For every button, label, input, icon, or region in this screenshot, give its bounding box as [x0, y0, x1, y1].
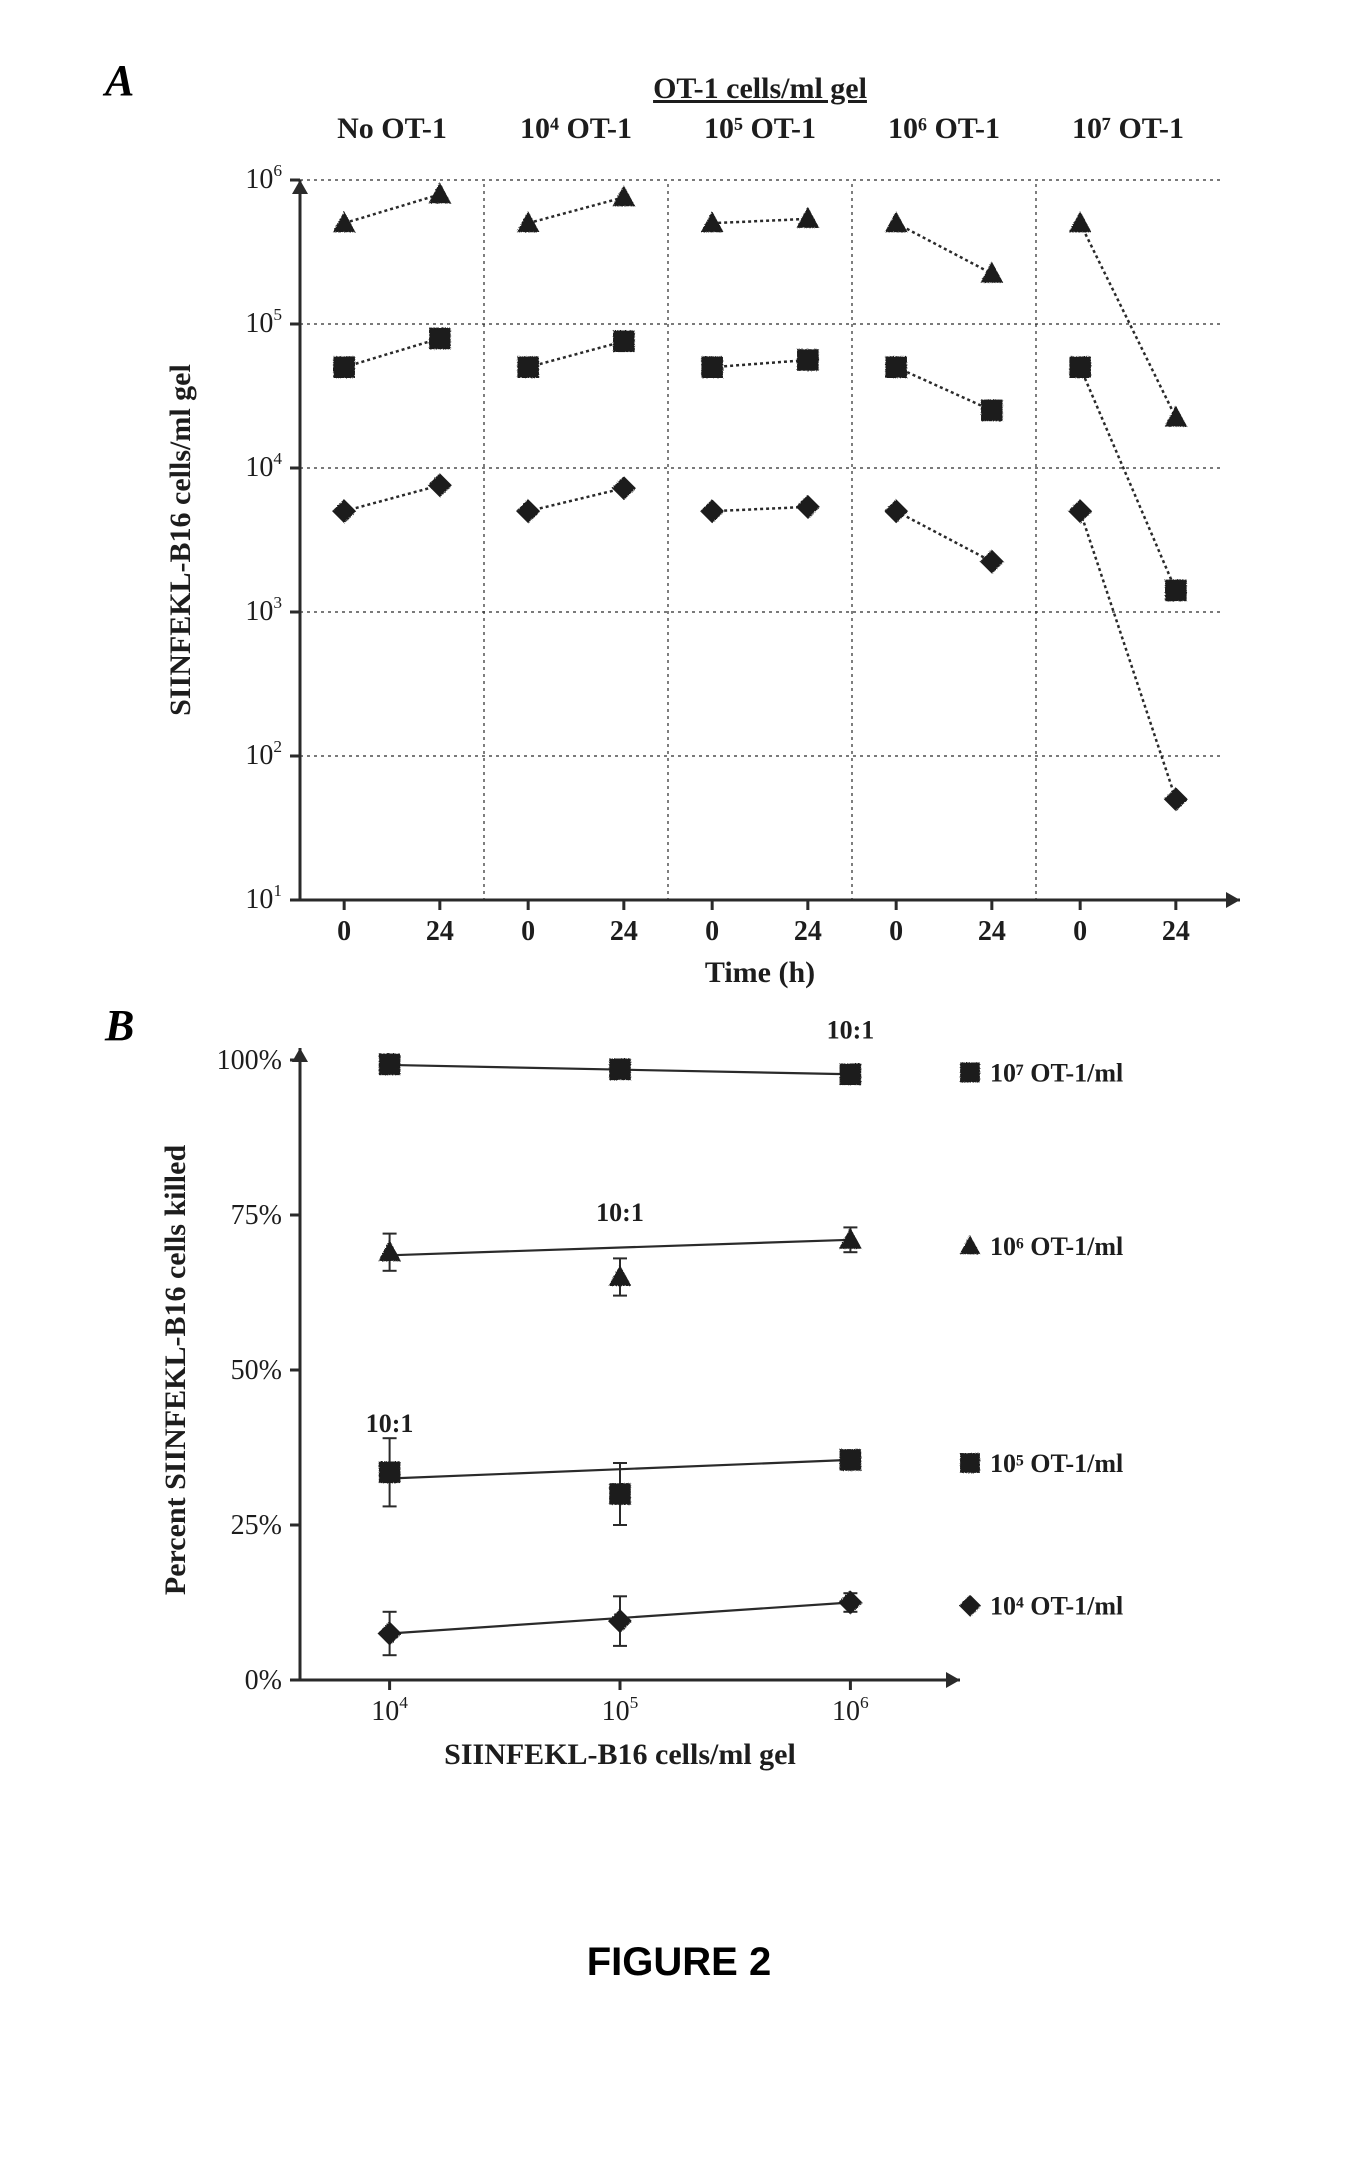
- svg-text:24: 24: [794, 916, 822, 947]
- svg-text:50%: 50%: [231, 1355, 282, 1386]
- svg-text:10⁷ OT-1/ml: 10⁷ OT-1/ml: [990, 1058, 1123, 1087]
- page: A OT-1 cells/ml gelNo OT-110⁴ OT-110⁵ OT…: [0, 0, 1358, 2178]
- svg-text:100%: 100%: [217, 1045, 282, 1076]
- svg-text:0: 0: [521, 916, 535, 947]
- svg-text:10:1: 10:1: [827, 1015, 875, 1044]
- svg-text:105: 105: [602, 1693, 639, 1727]
- svg-text:10⁴ OT-1: 10⁴ OT-1: [520, 112, 632, 145]
- svg-text:10⁶ OT-1: 10⁶ OT-1: [888, 112, 1000, 145]
- svg-text:0%: 0%: [245, 1665, 282, 1696]
- svg-text:SIINFEKL-B16 cells/ml gel: SIINFEKL-B16 cells/ml gel: [164, 364, 197, 716]
- panel-a-chart: OT-1 cells/ml gel No OT-1 10⁴ OT-1 10⁵ OT-1…: [90, 40, 1290, 1000]
- svg-text:10⁶ OT-1/ml: 10⁶ OT-1/ml: [990, 1232, 1123, 1261]
- svg-text:No OT-1: No OT-1: [337, 112, 447, 145]
- svg-text:102: 102: [245, 737, 282, 771]
- svg-text:0: 0: [337, 916, 351, 947]
- svg-text:Time (h): Time (h): [705, 956, 815, 989]
- svg-text:75%: 75%: [231, 1200, 282, 1231]
- svg-text:103: 103: [245, 593, 282, 627]
- svg-text:0: 0: [705, 916, 719, 947]
- svg-text:10⁵ OT-1/ml: 10⁵ OT-1/ml: [990, 1449, 1123, 1478]
- svg-text:106: 106: [832, 1693, 869, 1727]
- svg-text:106: 106: [245, 161, 282, 195]
- figure-caption: FIGURE 2: [0, 1940, 1358, 1985]
- svg-text:24: 24: [610, 916, 638, 947]
- svg-text:105: 105: [245, 305, 282, 339]
- svg-text:OT-1 cells/ml gel: OT-1 cells/ml gel: [653, 72, 867, 105]
- svg-text:0: 0: [889, 916, 903, 947]
- svg-text:10⁵ OT-1: 10⁵ OT-1: [704, 112, 816, 145]
- svg-text:10⁷ OT-1: 10⁷ OT-1: [1072, 112, 1184, 145]
- svg-text:10:1: 10:1: [596, 1198, 644, 1227]
- svg-text:10⁴ OT-1/ml: 10⁴ OT-1/ml: [990, 1592, 1123, 1621]
- panel-b-chart: 0% 25% 50% 75% 100% 104 105 106 Percent SIINFEKL…: [90, 1000, 1190, 1820]
- svg-text:24: 24: [1162, 916, 1190, 947]
- svg-text:24: 24: [978, 916, 1006, 947]
- svg-text:101: 101: [245, 881, 282, 915]
- svg-text:24: 24: [426, 916, 454, 947]
- svg-text:10:1: 10:1: [366, 1409, 414, 1438]
- svg-text:104: 104: [245, 449, 282, 483]
- svg-text:25%: 25%: [231, 1510, 282, 1541]
- svg-text:Percent SIINFEKL-B16 cells kil: Percent SIINFEKL-B16 cells killed: [159, 1145, 192, 1596]
- svg-text:SIINFEKL-B16 cells/ml gel: SIINFEKL-B16 cells/ml gel: [444, 1738, 796, 1771]
- svg-text:0: 0: [1073, 916, 1087, 947]
- svg-text:104: 104: [371, 1693, 408, 1727]
